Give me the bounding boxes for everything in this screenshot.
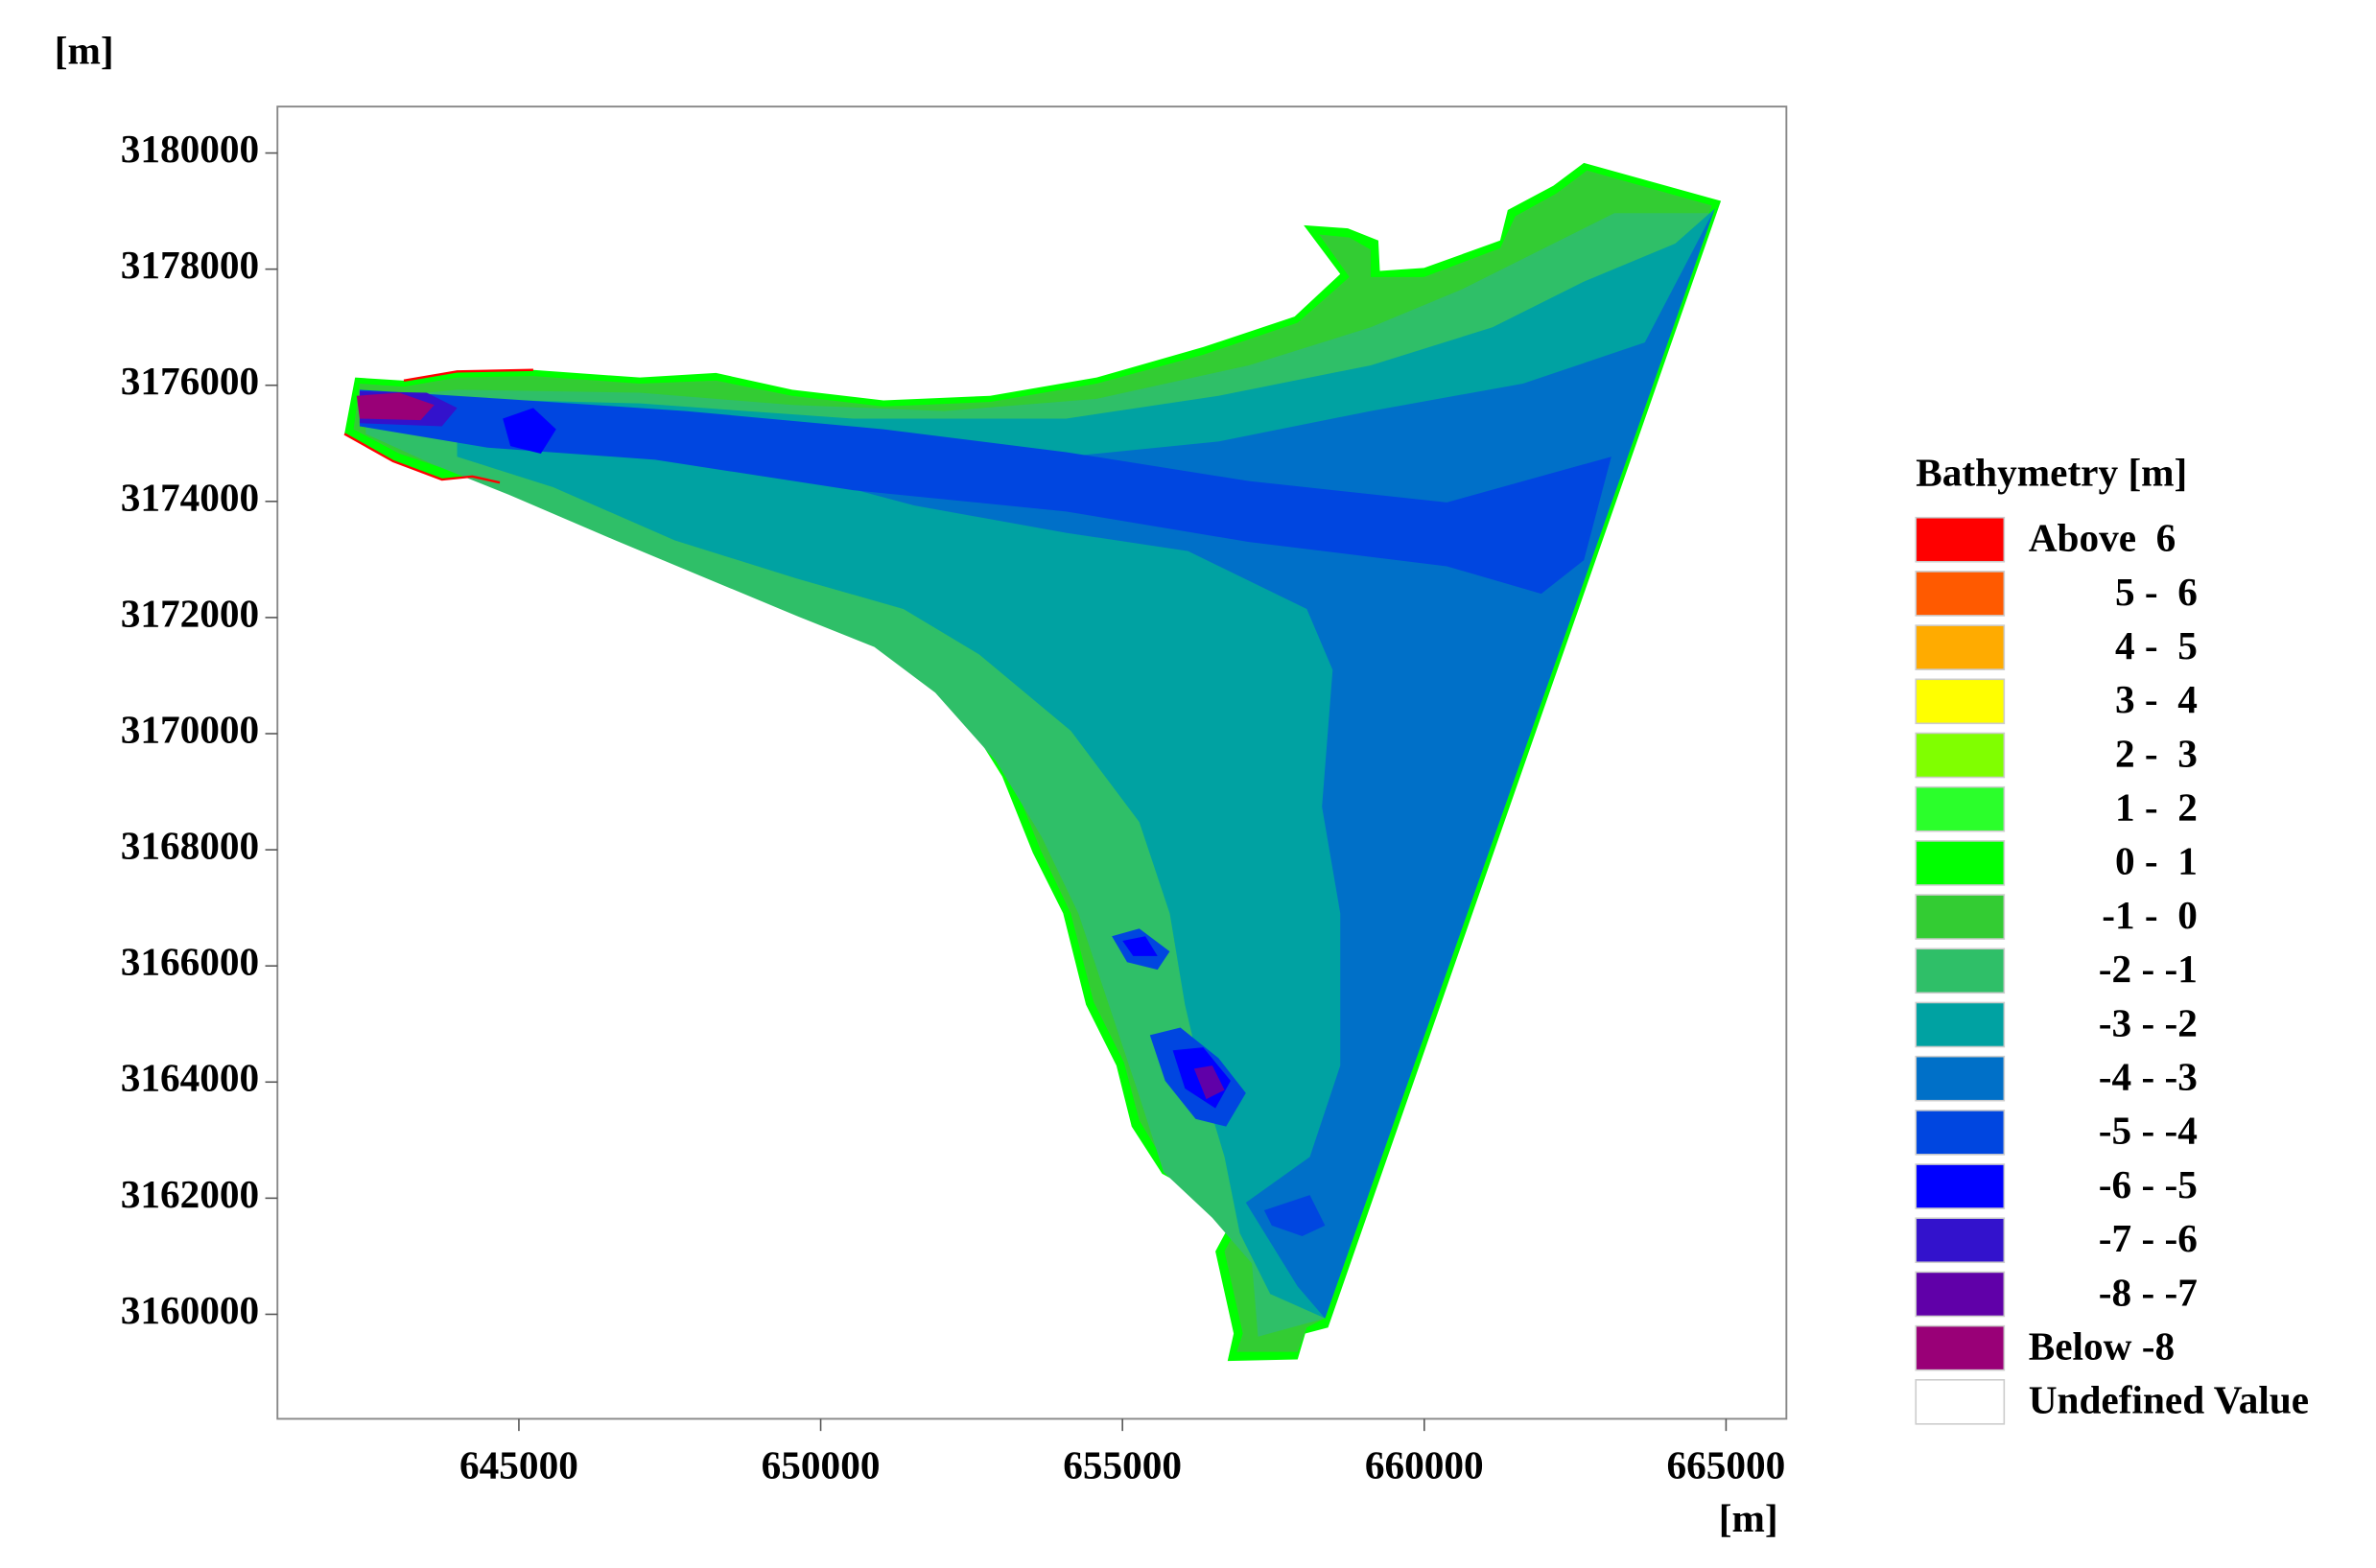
y-tick-label: 3180000 bbox=[121, 127, 259, 171]
legend-label: -6 - -5 bbox=[2099, 1162, 2198, 1206]
x-tick-label: 655000 bbox=[1063, 1442, 1182, 1486]
contour-region bbox=[356, 392, 435, 421]
contour-region bbox=[1122, 936, 1158, 956]
legend-label: -5 - -4 bbox=[2099, 1109, 2198, 1153]
legend-label: -2 - -1 bbox=[2099, 947, 2198, 991]
x-tick-label: 645000 bbox=[459, 1442, 578, 1486]
y-axis-label: [m] bbox=[55, 29, 114, 73]
y-tick-label: 3174000 bbox=[121, 475, 259, 519]
y-tick-label: 3172000 bbox=[121, 591, 259, 635]
y-tick-label: 3170000 bbox=[121, 707, 259, 751]
legend-label: 5 - 6 bbox=[2115, 570, 2198, 614]
legend-swatch bbox=[1915, 1324, 2006, 1371]
x-tick-label: 650000 bbox=[762, 1442, 881, 1486]
legend-label: 4 - 5 bbox=[2115, 623, 2198, 667]
y-tick-label: 3160000 bbox=[121, 1288, 259, 1332]
shore-edge bbox=[403, 368, 533, 383]
contour-region bbox=[503, 408, 556, 455]
legend-swatch bbox=[1915, 894, 2006, 940]
legend-swatch bbox=[1915, 732, 2006, 779]
legend-label: 0 - 1 bbox=[2115, 839, 2198, 883]
y-tick-label: 3168000 bbox=[121, 824, 259, 868]
legend-swatch bbox=[1915, 516, 2006, 563]
contour-region bbox=[1193, 1065, 1225, 1100]
legend-swatch bbox=[1915, 948, 2006, 995]
legend-swatch bbox=[1915, 624, 2006, 670]
legend-swatch bbox=[1915, 678, 2006, 725]
legend-label: -1 - 0 bbox=[2102, 893, 2198, 937]
legend-swatch bbox=[1915, 785, 2006, 832]
y-tick-label: 3178000 bbox=[121, 243, 259, 287]
y-tick-label: 3166000 bbox=[121, 940, 259, 984]
legend-swatch bbox=[1915, 1163, 2006, 1209]
x-tick-label: 660000 bbox=[1365, 1442, 1484, 1486]
plot-frame bbox=[276, 105, 1788, 1420]
legend-swatch bbox=[1915, 1110, 2006, 1156]
legend-label: 2 - 3 bbox=[2115, 731, 2198, 775]
bathymetry-map bbox=[343, 162, 1722, 1362]
legend-label: Below -8 bbox=[2029, 1323, 2175, 1368]
contour-region bbox=[1263, 1195, 1326, 1236]
legend-swatch bbox=[1915, 840, 2006, 886]
y-tick-label: 3176000 bbox=[121, 359, 259, 403]
y-tick-label: 3162000 bbox=[121, 1172, 259, 1216]
x-tick-label: 665000 bbox=[1667, 1442, 1786, 1486]
contour-region bbox=[359, 389, 1611, 595]
legend-swatch bbox=[1915, 1379, 2006, 1425]
legend-label: Undefined Value bbox=[2029, 1378, 2309, 1422]
legend-swatch bbox=[1915, 1001, 2006, 1048]
legend-swatch bbox=[1915, 1271, 2006, 1318]
legend-label: 3 - 4 bbox=[2115, 677, 2198, 721]
legend-swatch bbox=[1915, 1217, 2006, 1264]
legend-label: 1 - 2 bbox=[2115, 785, 2198, 830]
legend-label: -4 - -3 bbox=[2099, 1055, 2198, 1099]
legend-label: Above 6 bbox=[2029, 516, 2176, 560]
legend-title: Bathymetry [m] bbox=[1916, 450, 2187, 494]
legend-label: -3 - -2 bbox=[2099, 1000, 2198, 1044]
legend-swatch bbox=[1915, 1055, 2006, 1102]
x-axis-label: [m] bbox=[1719, 1496, 1778, 1540]
y-tick-label: 3164000 bbox=[121, 1056, 259, 1100]
shore-edge bbox=[343, 433, 501, 484]
legend-label: -8 - -7 bbox=[2099, 1270, 2198, 1314]
legend-swatch bbox=[1915, 571, 2006, 617]
legend-label: -7 - -6 bbox=[2099, 1216, 2198, 1260]
